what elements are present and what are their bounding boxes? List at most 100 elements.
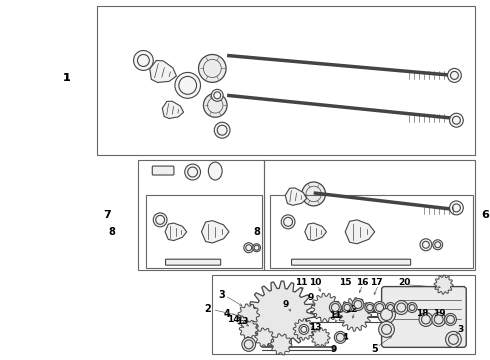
Ellipse shape [254,245,259,250]
Bar [265,160,475,270]
Bar [212,275,475,354]
Ellipse shape [452,204,460,212]
Ellipse shape [422,241,429,248]
Ellipse shape [253,244,261,252]
Circle shape [302,182,325,206]
Ellipse shape [284,217,293,226]
Ellipse shape [175,72,200,98]
Ellipse shape [419,312,433,327]
Polygon shape [270,334,292,355]
Text: 1: 1 [63,73,71,84]
Ellipse shape [386,302,395,312]
Ellipse shape [449,113,464,127]
Text: 11: 11 [294,278,307,287]
Ellipse shape [447,68,461,82]
Ellipse shape [365,302,375,312]
Polygon shape [238,304,259,325]
Ellipse shape [432,312,445,327]
Ellipse shape [211,89,223,101]
Text: 10: 10 [310,278,322,287]
Ellipse shape [448,334,458,345]
Ellipse shape [452,116,460,124]
Ellipse shape [208,162,222,180]
Polygon shape [239,320,258,339]
Ellipse shape [299,324,309,334]
Bar [270,195,473,268]
Ellipse shape [156,215,165,224]
Ellipse shape [134,50,153,71]
Polygon shape [434,275,453,294]
Text: 3: 3 [219,289,225,300]
Ellipse shape [334,332,346,343]
FancyBboxPatch shape [152,166,174,175]
Polygon shape [305,223,326,240]
Ellipse shape [434,315,443,324]
Polygon shape [248,281,314,348]
Text: 4: 4 [224,310,230,319]
Polygon shape [162,101,184,118]
Ellipse shape [344,304,350,311]
FancyBboxPatch shape [166,259,220,265]
Text: 9: 9 [308,293,314,302]
Ellipse shape [449,201,464,215]
Ellipse shape [379,321,394,337]
Ellipse shape [342,302,352,312]
Ellipse shape [433,240,442,250]
Ellipse shape [153,213,167,227]
Polygon shape [311,328,330,347]
Polygon shape [293,319,315,340]
Polygon shape [150,60,176,82]
Text: 8: 8 [253,227,260,237]
Text: 13: 13 [236,317,248,326]
Text: 19: 19 [433,309,446,318]
Ellipse shape [446,315,454,323]
Ellipse shape [244,243,254,253]
Ellipse shape [388,305,393,310]
Ellipse shape [376,303,384,311]
Text: 14: 14 [227,315,239,324]
Polygon shape [285,188,307,205]
Ellipse shape [397,303,406,312]
Text: 8: 8 [108,227,115,237]
Ellipse shape [301,327,307,332]
Circle shape [203,93,227,117]
Ellipse shape [445,332,461,347]
Text: 15: 15 [339,278,351,287]
Ellipse shape [378,306,395,323]
Polygon shape [339,298,371,331]
Bar [97,6,475,155]
Ellipse shape [242,337,256,351]
Text: 12: 12 [345,305,357,314]
Text: 3: 3 [457,325,464,334]
Ellipse shape [352,298,364,310]
Text: 20: 20 [398,278,411,287]
Ellipse shape [185,164,200,180]
Ellipse shape [381,309,392,320]
Ellipse shape [382,324,392,334]
Ellipse shape [421,315,430,324]
Text: 9: 9 [330,345,337,354]
Text: 6: 6 [481,210,489,220]
Ellipse shape [409,305,415,310]
Polygon shape [201,221,229,243]
Ellipse shape [354,301,362,309]
Ellipse shape [374,302,386,314]
Text: 7: 7 [103,210,111,220]
Ellipse shape [407,302,417,312]
Ellipse shape [394,301,408,315]
Text: 1: 1 [63,73,71,84]
Text: 13: 13 [309,323,322,332]
Text: 5: 5 [371,345,378,354]
Ellipse shape [367,304,373,311]
Polygon shape [255,328,274,347]
Ellipse shape [450,71,458,80]
Polygon shape [345,220,375,244]
Ellipse shape [329,302,341,314]
Ellipse shape [435,242,441,248]
Text: 17: 17 [370,278,383,287]
FancyBboxPatch shape [292,259,411,265]
Ellipse shape [214,92,220,99]
Ellipse shape [336,333,344,341]
Ellipse shape [331,303,339,311]
Text: 16: 16 [356,278,368,287]
